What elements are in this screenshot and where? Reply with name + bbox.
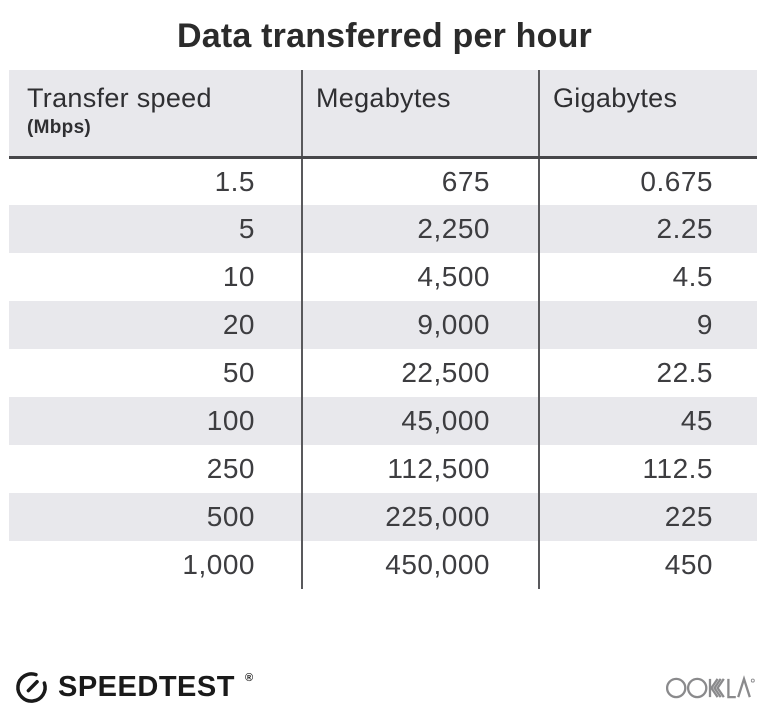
trademark-symbol: ® [244,671,254,684]
table-cell-gigabytes: 4.5 [538,253,757,301]
table-cell-megabytes: 4,500 [301,253,539,301]
table-cell-speed: 5 [238,213,255,244]
header-row: Transfer speed (Mbps) Megabytes Gigabyte… [9,70,757,159]
table-cell-megabytes: 225,000 [301,493,539,541]
table-cell-gigabytes: 112.5 [538,445,757,493]
table-cell-megabytes: 45,000 [301,397,539,445]
column-header-unit: (Mbps) [27,117,92,138]
column-header-megabytes: Megabytes [301,70,539,159]
column-header-label: Megabytes [316,83,451,113]
table-cell-gigabytes: 0.675 [538,157,757,205]
table-cell-speed: 250 [206,453,255,484]
page-title: Data transferred per hour [177,17,592,55]
table-cell-speed: 1.5 [214,165,255,197]
table-row: 250 112,500 112.5 [9,445,757,493]
table-row: 10 4,500 4.5 [9,253,757,301]
table-cell-megabytes: 450,000 [301,541,539,589]
ookla-logo [666,673,756,703]
table-cell-gigabytes: 450 [538,541,757,589]
table-cell-speed: 50 [222,357,255,388]
table-cell-speed: 10 [222,261,255,292]
table-cell-speed: 1,000 [182,549,255,580]
column-header-transfer-speed: Transfer speed (Mbps) [9,70,302,159]
table-row: 1.5 675 0.675 [9,157,757,205]
gauge-icon [14,670,49,705]
table-row: 5 2,250 2.25 [9,205,757,253]
footer: SPEEDTEST ® [14,670,756,705]
table-cell-gigabytes: 22.5 [538,349,757,397]
column-header-label: Gigabytes [553,83,678,113]
table-cell-speed: 100 [206,405,255,436]
table-cell-megabytes: 112,500 [301,445,539,493]
table-cell-gigabytes: 225 [538,493,757,541]
table-row: 1,000 450,000 450 [9,541,757,589]
table-row: 100 45,000 45 [9,397,757,445]
table-cell-megabytes: 9,000 [301,301,539,349]
table-cell-megabytes: 22,500 [301,349,539,397]
speedtest-wordmark: SPEEDTEST [58,671,235,703]
infographic-page: { "title": "Data transferred per hour", … [0,15,769,713]
table-row: 50 22,500 22.5 [9,349,757,397]
data-table: Transfer speed (Mbps) Megabytes Gigabyte… [9,70,757,589]
table-cell-speed: 500 [206,501,255,532]
table-cell-speed: 20 [222,309,255,340]
column-header-gigabytes: Gigabytes [538,70,757,159]
table-cell-gigabytes: 9 [538,301,757,349]
table-cell-gigabytes: 2.25 [538,205,757,253]
table-cell-megabytes: 2,250 [301,205,539,253]
table-cell-megabytes: 675 [301,157,539,205]
table-row: 20 9,000 9 [9,301,757,349]
table-row: 500 225,000 225 [9,493,757,541]
column-header-label: Transfer speed [27,83,212,113]
speedtest-logo: SPEEDTEST ® [14,670,254,705]
table-cell-gigabytes: 45 [538,397,757,445]
